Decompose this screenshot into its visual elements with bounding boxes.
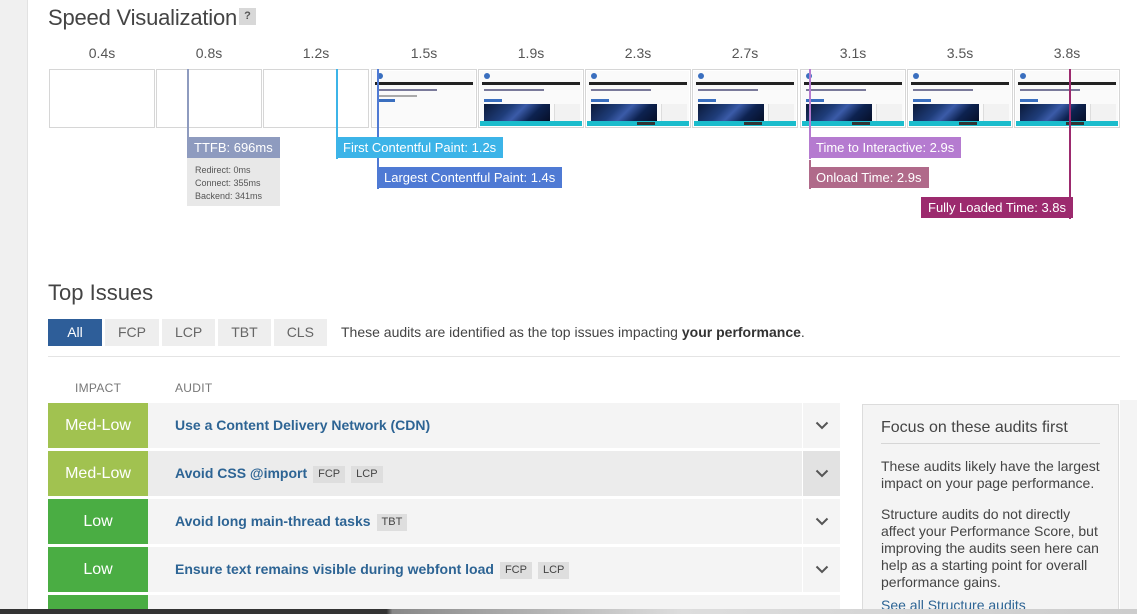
- chevron-down-icon: [815, 517, 828, 526]
- lcp-marker: Largest Contentful Paint: 1.4s: [377, 167, 563, 188]
- filmstrip-frame-partial[interactable]: [371, 69, 477, 128]
- metric-tag: LCP: [351, 465, 383, 483]
- expand-button[interactable]: [802, 499, 840, 544]
- metric-tag: LCP: [537, 561, 570, 579]
- time-label: 3.1s: [839, 45, 867, 61]
- audit-title[interactable]: Ensure text remains visible during webfo…: [175, 547, 570, 592]
- filmstrip-frame-blank[interactable]: [156, 69, 262, 128]
- tab-tbt[interactable]: TBT: [218, 319, 271, 346]
- ttfb-breakdown: Redirect: 0ms Connect: 355ms Backend: 34…: [187, 158, 280, 206]
- time-label: 3.8s: [1053, 45, 1081, 61]
- audit-title-text: Ensure text remains visible during webfo…: [175, 561, 494, 577]
- time-label: 1.9s: [517, 45, 545, 61]
- ttfb-marker: TTFB: 696ms: [187, 137, 280, 158]
- tab-all[interactable]: All: [48, 319, 102, 346]
- chevron-down-icon: [815, 421, 828, 430]
- divider: [48, 356, 1120, 357]
- audit-title-text: Avoid long main-thread tasks: [175, 513, 371, 529]
- impact-badge: Low: [48, 547, 148, 592]
- time-label: 1.2s: [302, 45, 330, 61]
- time-label: 3.5s: [946, 45, 974, 61]
- issue-filter-tabs: All FCP LCP TBT CLS: [48, 319, 327, 346]
- bottom-strip: [0, 609, 1137, 614]
- impact-badge: Med-Low: [48, 403, 148, 448]
- metric-tag: FCP: [499, 561, 532, 579]
- audit-column-header: AUDIT: [175, 381, 213, 395]
- time-label: 2.7s: [731, 45, 759, 61]
- fcp-line: [336, 69, 338, 159]
- right-rail: [1120, 400, 1137, 614]
- audit-row-partial[interactable]: [48, 595, 840, 609]
- desc-end: .: [800, 324, 805, 340]
- audit-title[interactable]: Avoid CSS @import FCP LCP: [175, 451, 383, 496]
- fully-loaded-marker: Fully Loaded Time: 3.8s: [921, 197, 1074, 218]
- time-label: 0.8s: [195, 45, 223, 61]
- lcp-line: [377, 69, 379, 189]
- chevron-down-icon: [815, 469, 828, 478]
- impact-badge: [48, 595, 148, 609]
- left-rail: [0, 0, 28, 614]
- impact-badge: Low: [48, 499, 148, 544]
- filmstrip-frame-blank[interactable]: [263, 69, 369, 128]
- filmstrip-frame-loaded[interactable]: [692, 69, 798, 128]
- audit-title[interactable]: Use a Content Delivery Network (CDN): [175, 403, 430, 448]
- tab-lcp[interactable]: LCP: [162, 319, 216, 346]
- tti-marker: Time to Interactive: 2.9s: [809, 137, 962, 158]
- expand-button[interactable]: [802, 451, 840, 496]
- filmstrip-frame-blank[interactable]: [49, 69, 155, 128]
- onload-marker: Onload Time: 2.9s: [809, 167, 929, 188]
- redirect-time: Redirect: 0ms: [195, 165, 251, 175]
- fully-loaded-line: [1069, 69, 1071, 219]
- filmstrip-frame-loaded[interactable]: [1014, 69, 1120, 128]
- expand-button[interactable]: [802, 403, 840, 448]
- impact-column-header: IMPACT: [75, 381, 122, 395]
- filmstrip-frame-loaded[interactable]: [478, 69, 584, 128]
- time-label: 2.3s: [624, 45, 652, 61]
- tti-line: [809, 69, 811, 159]
- metric-tag: FCP: [313, 465, 346, 483]
- audit-row[interactable]: Low Avoid long main-thread tasks TBT: [48, 499, 840, 544]
- filmstrip-frame-loaded[interactable]: [800, 69, 906, 128]
- speed-visualization-title: Speed Visualization: [48, 5, 238, 30]
- audit-row[interactable]: Med-Low Avoid CSS @import FCP LCP: [48, 451, 840, 496]
- impact-badge: Med-Low: [48, 451, 148, 496]
- audit-row[interactable]: Med-Low Use a Content Delivery Network (…: [48, 403, 840, 448]
- time-label: 1.5s: [410, 45, 438, 61]
- time-label: 0.4s: [88, 45, 116, 61]
- ttfb-line: [187, 69, 189, 159]
- tab-cls[interactable]: CLS: [273, 319, 327, 346]
- focus-panel: Focus on these audits first These audits…: [862, 404, 1119, 614]
- desc-bold-text: your performance: [681, 324, 801, 340]
- audit-row[interactable]: Low Ensure text remains visible during w…: [48, 547, 840, 592]
- fcp-marker: First Contentful Paint: 1.2s: [336, 137, 504, 158]
- focus-title: Focus on these audits first: [881, 419, 1100, 444]
- audit-title[interactable]: Avoid long main-thread tasks TBT: [175, 499, 408, 544]
- focus-text: Structure audits do not directly affect …: [881, 506, 1099, 590]
- tab-fcp[interactable]: FCP: [105, 319, 159, 346]
- desc-text: These audits are identified as the top i…: [341, 324, 682, 340]
- top-issues-title: Top Issues: [48, 280, 154, 305]
- audit-title-text: Avoid CSS @import: [175, 465, 308, 481]
- help-icon[interactable]: ?: [239, 8, 256, 25]
- chevron-down-icon: [815, 565, 828, 574]
- backend-time: Backend: 341ms: [195, 191, 263, 201]
- audit-title-text: Use a Content Delivery Network (CDN): [175, 417, 431, 433]
- filmstrip-frame-loaded[interactable]: [585, 69, 691, 128]
- expand-button[interactable]: [802, 547, 840, 592]
- filmstrip-frame-loaded[interactable]: [907, 69, 1013, 128]
- tabs-description: These audits are identified as the top i…: [341, 324, 805, 340]
- metric-tag: TBT: [376, 513, 408, 531]
- focus-text: These audits likely have the largest imp…: [881, 458, 1100, 491]
- connect-time: Connect: 355ms: [195, 178, 261, 188]
